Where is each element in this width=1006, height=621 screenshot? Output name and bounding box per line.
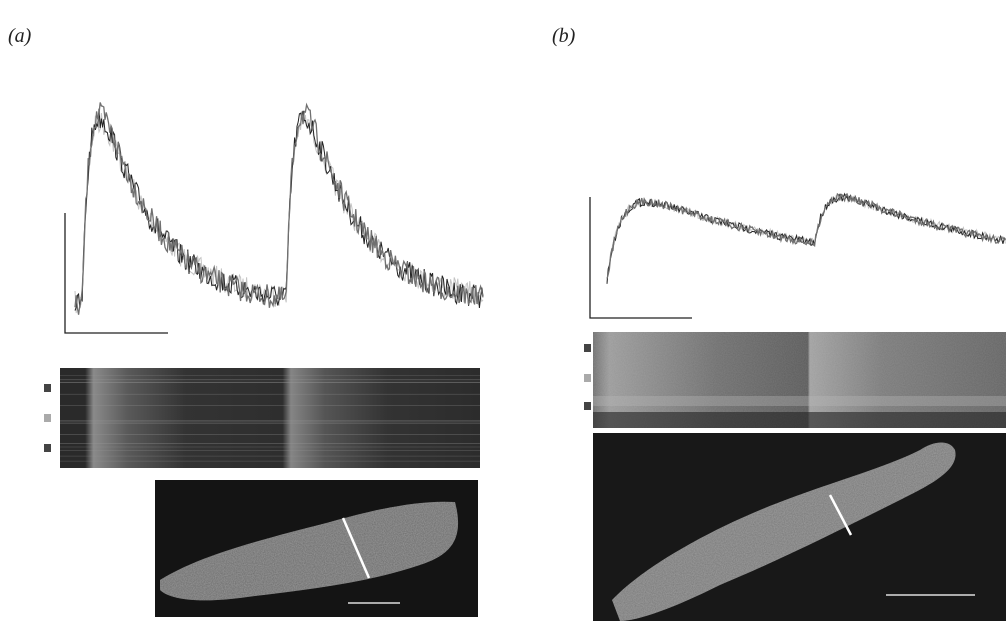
traces: [606, 192, 1006, 284]
scale-bar: [589, 197, 692, 319]
scan-line: [828, 494, 853, 536]
cell-texture: [612, 442, 956, 621]
trace: [606, 192, 1006, 284]
panel-label: (b): [552, 25, 576, 47]
marker: [584, 374, 591, 382]
scan-band: [593, 396, 1006, 406]
marker: [584, 402, 591, 410]
line-scan: [60, 368, 480, 468]
marker: [44, 414, 51, 422]
marker: [44, 444, 51, 452]
scan-band: [593, 412, 1006, 428]
scale-bar: [64, 213, 168, 334]
trace: [74, 102, 484, 315]
trace: [74, 108, 484, 311]
marker: [44, 384, 51, 392]
panel-label: (a): [8, 25, 32, 47]
scan-line: [341, 517, 371, 579]
marker: [584, 344, 591, 352]
traces: [74, 102, 484, 315]
cell-texture: [160, 501, 459, 601]
scan-lines: [60, 375, 480, 462]
trace: [606, 192, 1006, 279]
